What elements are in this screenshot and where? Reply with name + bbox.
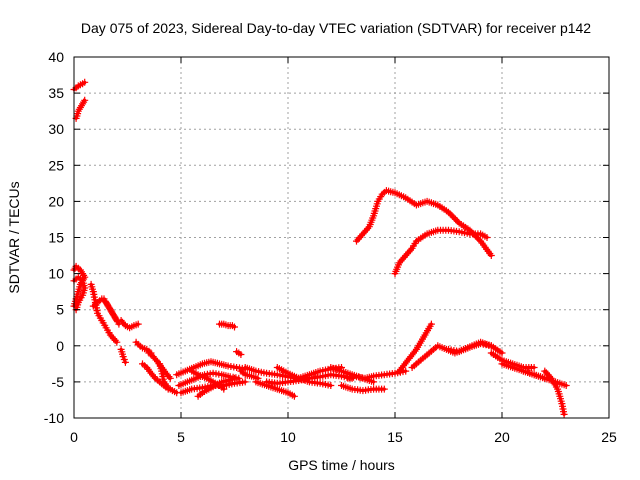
series-arc-35 [541, 367, 568, 418]
series-markers [541, 367, 568, 418]
series-arc-36 [353, 187, 495, 259]
series-line [102, 297, 119, 323]
series-markers [353, 187, 495, 259]
axes: 0 5 10 15 20 25 -10 -5 0 5 10 15 20 25 30 35 40 [44, 49, 617, 445]
series-markers [72, 96, 89, 122]
chart-title: Day 075 of 2023, Sidereal Day-to-day VTE… [81, 20, 591, 36]
y-tick-label: 35 [48, 85, 64, 101]
y-tick-label: 20 [48, 193, 64, 209]
series-arc-13 [156, 360, 181, 397]
series-arc-23 [252, 378, 298, 400]
series-markers [194, 374, 238, 400]
series-arc-28 [344, 367, 410, 382]
series-arc-20 [233, 348, 245, 358]
y-tick-label: -10 [44, 410, 64, 426]
series-arc-18 [194, 374, 238, 400]
series-markers [117, 345, 129, 366]
data-series [70, 78, 570, 418]
series-markers [117, 317, 142, 332]
y-tick-label: 0 [56, 338, 64, 354]
series-markers [487, 349, 538, 371]
series-markers [70, 78, 89, 93]
series-arc-19 [216, 320, 238, 331]
series-markers [273, 364, 335, 389]
series-arc-05 [87, 280, 121, 346]
x-tick-label: 0 [70, 429, 78, 445]
x-tick-label: 10 [280, 429, 296, 445]
y-tick-label: 15 [48, 230, 64, 246]
series-arc-27 [338, 382, 388, 395]
y-tick-label: -5 [52, 374, 65, 390]
series-arc-21 [237, 367, 262, 382]
gridlines [74, 57, 609, 418]
y-tick-label: 40 [48, 49, 64, 65]
series-arc-08 [117, 317, 142, 332]
series-markers [100, 295, 121, 324]
series-arc-02 [72, 96, 89, 122]
series-markers [156, 360, 181, 397]
series-markers [338, 382, 388, 395]
series-arc-01 [70, 78, 89, 93]
x-tick-label: 25 [601, 429, 617, 445]
series-arc-37 [391, 226, 491, 278]
series-arc-32 [487, 349, 538, 371]
x-axis-label: GPS time / hours [288, 457, 395, 473]
y-tick-label: 5 [56, 302, 64, 318]
series-arc-07 [100, 295, 121, 324]
series-arc-14 [173, 358, 249, 379]
series-markers [391, 226, 491, 278]
x-tick-label: 15 [387, 429, 403, 445]
x-tick-label: 20 [494, 429, 510, 445]
series-arc-25 [273, 364, 335, 389]
series-markers [233, 348, 245, 358]
y-axis-label: SDTVAR / TECUs [6, 181, 22, 293]
series-markers [173, 358, 249, 379]
x-tick-label: 5 [177, 429, 185, 445]
series-markers [252, 378, 298, 400]
y-tick-label: 10 [48, 266, 64, 282]
series-markers [216, 320, 238, 331]
series-markers [395, 320, 435, 375]
y-tick-label: 30 [48, 121, 64, 137]
series-arc-31 [445, 340, 495, 356]
series-arc-29 [395, 320, 435, 375]
series-markers [445, 340, 495, 356]
series-markers [237, 367, 262, 382]
series-arc-09 [117, 345, 129, 366]
y-tick-label: 25 [48, 157, 64, 173]
